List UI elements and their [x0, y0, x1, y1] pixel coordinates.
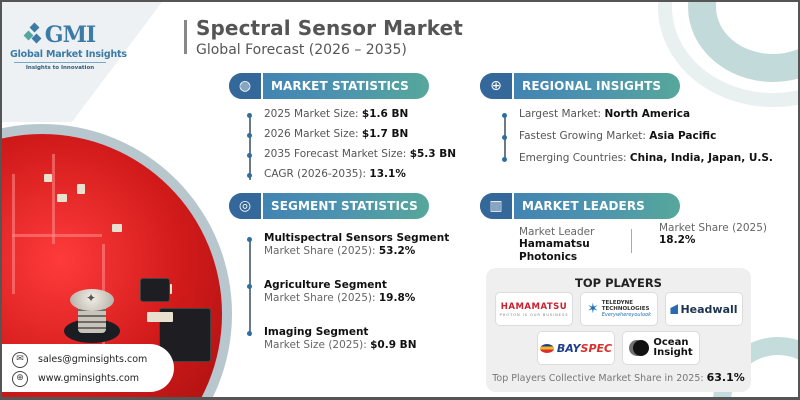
section-title: MARKET STATISTICS — [271, 79, 409, 93]
logo-diamonds-icon — [23, 22, 43, 46]
collective-share: Top Players Collective Market Share in 2… — [492, 371, 745, 384]
teledyne-name2: TECHNOLOGIES — [601, 306, 650, 312]
player-card-bayspec[interactable]: BAYSPEC — [537, 331, 615, 365]
envelope-icon: ✉ — [12, 351, 28, 368]
contact-card: ✉ sales@gminsights.com ⊕ www.gminsights.… — [2, 344, 174, 392]
ocean-name: Ocean — [653, 337, 689, 348]
bayspec-logo-icon — [539, 343, 554, 353]
ocean-insight-logo-icon — [629, 340, 650, 356]
teledyne-tagline: Everywhereyoulook — [601, 312, 651, 318]
globe-icon: ⊕ — [480, 73, 514, 99]
market-statistics-header: ◍ MARKET STATISTICS — [229, 73, 429, 99]
section-title: MARKET LEADERS — [522, 199, 645, 213]
share-label: Market Share (2025) — [659, 222, 767, 234]
title-accent-bar — [184, 20, 187, 54]
stat-item: CAGR (2026-2035): 13.1% — [246, 168, 456, 188]
hamamatsu-logo: HAMAMATSU — [500, 301, 568, 312]
market-leader-info: Market Leader Hamamatsu Photonics Market… — [519, 222, 779, 266]
top-players-title: TOP PLAYERS — [575, 276, 662, 290]
segment-item: Agriculture Segment Market Share (2025):… — [246, 279, 449, 326]
segment-statistics-header: ◎ SEGMENT STATISTICS — [229, 193, 429, 219]
bar-chart-icon: ▥ — [480, 193, 514, 219]
section-title: SEGMENT STATISTICS — [271, 199, 418, 213]
region-item: Largest Market: North America — [501, 108, 773, 130]
regional-insights-header: ⊕ REGIONAL INSIGHTS — [480, 73, 680, 99]
globe-chart-icon: ◍ — [229, 73, 263, 99]
segment-item: Imaging Segment Market Size (2025): $0.9… — [246, 326, 449, 366]
page-title: Spectral Sensor Market — [196, 16, 463, 40]
logo-divider — [14, 62, 106, 63]
email-row[interactable]: ✉ sales@gminsights.com — [12, 350, 174, 369]
logo-company-name: Global Market Insights — [10, 49, 127, 60]
section-title: REGIONAL INSIGHTS — [522, 79, 662, 93]
player-card-ocean-insight[interactable]: Ocean Insight — [622, 331, 700, 365]
headwall-name: Headwall — [680, 302, 738, 316]
headwall-logo-icon — [670, 304, 679, 314]
teledyne-name: TELEDYNE — [601, 300, 634, 306]
stat-item: 2026 Market Size: $1.7 BN — [246, 128, 456, 148]
player-card-headwall[interactable]: Headwall — [665, 292, 743, 326]
ocean-name2: Insight — [653, 347, 693, 358]
website-link[interactable]: www.gminsights.com — [38, 373, 140, 384]
stat-item: 2025 Market Size: $1.6 BN — [246, 108, 456, 128]
player-card-teledyne[interactable]: ✶ TELEDYNE TECHNOLOGIES Everywhereyouloo… — [580, 292, 658, 326]
regional-insights-list: Largest Market: North America Fastest Gr… — [501, 108, 773, 174]
stat-item: 2035 Forecast Market Size: $5.3 BN — [246, 148, 456, 168]
market-statistics-list: 2025 Market Size: $1.6 BN 2026 Market Si… — [246, 108, 456, 188]
logo-tagline: Insights to Innovation — [25, 65, 95, 71]
top-players-panel: TOP PLAYERS HAMAMATSU PHOTON IS OUR BUSI… — [486, 268, 751, 392]
player-card-hamamatsu[interactable]: HAMAMATSU PHOTON IS OUR BUSINESS — [495, 292, 573, 326]
page-subtitle: Global Forecast (2026 – 2035) — [196, 42, 407, 58]
leader-label: Market Leader — [519, 226, 595, 238]
bayspec-name-part2: SPEC — [580, 341, 613, 355]
segment-statistics-list: Multispectral Sensors Segment Market Sha… — [246, 232, 449, 366]
region-item: Emerging Countries: China, India, Japan,… — [501, 152, 773, 174]
logo-wordmark: GMI — [44, 22, 96, 48]
website-row[interactable]: ⊕ www.gminsights.com — [12, 369, 174, 388]
bayspec-name-part1: BAY — [556, 341, 581, 355]
share-value: 18.2% — [659, 234, 696, 246]
screw — [64, 289, 120, 347]
leader-name: Hamamatsu — [519, 238, 590, 250]
teledyne-logo-icon: ✶ — [587, 301, 599, 317]
email-link[interactable]: sales@gminsights.com — [38, 354, 148, 365]
market-leaders-header: ▥ MARKET LEADERS — [480, 193, 680, 219]
target-chart-icon: ◎ — [229, 193, 263, 219]
divider — [631, 229, 632, 253]
leader-name-line2: Photonics — [519, 251, 578, 263]
globe-icon: ⊕ — [12, 370, 28, 387]
region-item: Fastest Growing Market: Asia Pacific — [501, 130, 773, 152]
segment-item: Multispectral Sensors Segment Market Sha… — [246, 232, 449, 279]
gmi-logo[interactable]: GMI Global Market Insights Insights to I… — [10, 22, 127, 71]
hamamatsu-tagline: PHOTON IS OUR BUSINESS — [499, 312, 569, 317]
